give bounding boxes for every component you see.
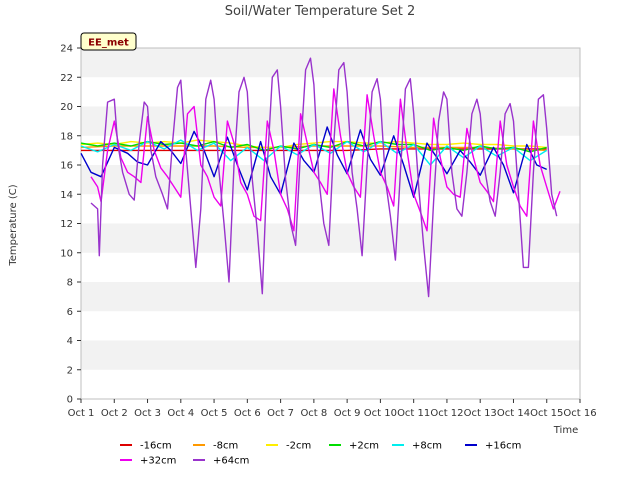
y-tick-label: 12 — [60, 219, 73, 230]
x-tick-label: Oct 2 — [101, 408, 128, 419]
y-tick-label: 8 — [67, 278, 73, 289]
y-tick-label: 22 — [60, 73, 73, 84]
legend-entry: +64cm — [213, 456, 249, 467]
x-tick-label: Oct 13 — [464, 408, 497, 419]
x-tick-label: Oct 5 — [201, 408, 228, 419]
x-tick-label: Oct 7 — [267, 408, 294, 419]
x-tick-label: Oct 14 — [497, 408, 530, 419]
chart-title: Soil/Water Temperature Set 2 — [225, 4, 416, 19]
x-tick-label: Oct 10 — [364, 408, 397, 419]
y-tick-label: 14 — [60, 190, 73, 201]
x-tick-label: Oct 3 — [134, 408, 161, 419]
y-tick-label: 0 — [67, 395, 73, 406]
y-tick-label: 24 — [60, 44, 73, 55]
legend-entry: -2cm — [286, 441, 311, 452]
y-tick-label: 10 — [60, 248, 73, 259]
y-tick-label: 6 — [67, 307, 73, 318]
series-line — [90, 57, 558, 298]
grid-band — [81, 369, 580, 399]
badge-label: EE_met — [88, 38, 129, 49]
y-tick-label: 18 — [60, 131, 73, 142]
x-tick-label: Oct 8 — [300, 408, 327, 419]
x-tick-label: Oct 12 — [430, 408, 463, 419]
y-tick-label: 2 — [67, 365, 73, 376]
grid-band — [81, 223, 580, 253]
grid-band — [81, 77, 580, 107]
grid-band — [81, 311, 580, 341]
legend-entry: +16cm — [485, 441, 521, 452]
grid-band — [81, 340, 580, 370]
x-tick-label: Oct 1 — [68, 408, 95, 419]
y-tick-label: 20 — [60, 102, 73, 113]
x-tick-label: Oct 4 — [167, 408, 194, 419]
grid-band — [81, 282, 580, 312]
series-line — [90, 88, 561, 232]
grid-band — [81, 48, 580, 78]
x-tick-label: Oct 15 — [530, 408, 563, 419]
legend-entry: +8cm — [412, 441, 442, 452]
badge-box — [80, 32, 137, 51]
legend-entry: -16cm — [140, 441, 172, 452]
legend: -16cm -8cm -2cm +2cm +8cm +16cm +32cm +64cm — [120, 441, 521, 467]
legend-entry: -8cm — [213, 441, 238, 452]
x-axis: Oct 1 Oct 2 Oct 3 Oct 4 Oct 5 Oct 6 Oct 7 Oct 8… — [68, 399, 597, 419]
x-tick-label: Oct 6 — [234, 408, 261, 419]
station-badge: EE_met — [80, 32, 137, 51]
x-tick-label: Oct 9 — [334, 408, 361, 419]
grid-band — [81, 252, 580, 282]
x-axis-label: Time — [553, 425, 578, 436]
series-lines — [80, 57, 561, 298]
y-tick-label: 4 — [67, 336, 73, 347]
y-axis-label: Temperature (C) — [8, 184, 19, 266]
legend-entry: +32cm — [140, 456, 176, 467]
x-tick-label: Oct 16 — [563, 408, 596, 419]
y-tick-label: 16 — [60, 161, 73, 172]
x-tick-label: Oct 11 — [397, 408, 430, 419]
legend-entry: +2cm — [349, 441, 379, 452]
